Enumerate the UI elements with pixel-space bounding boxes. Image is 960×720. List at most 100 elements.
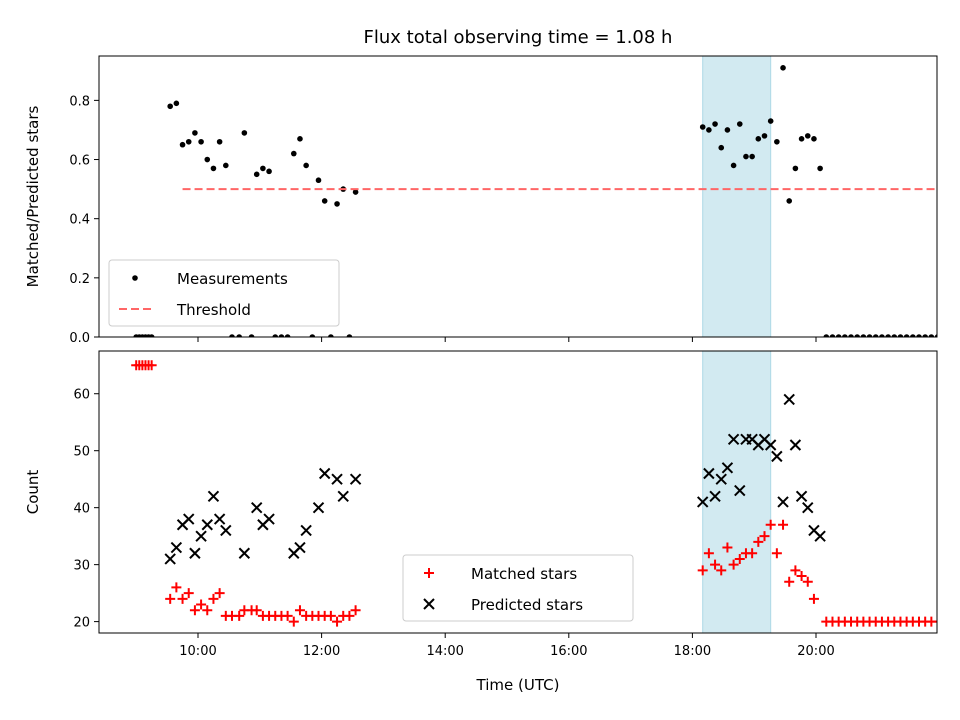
predicted-stars-point (727, 433, 740, 446)
matched-stars-point (288, 616, 299, 627)
predicted-stars-point (294, 541, 306, 554)
matched-stars-point (177, 593, 188, 604)
measurement-point (179, 141, 186, 148)
predicted-stars-point (251, 501, 263, 514)
predicted-stars-point (189, 547, 201, 559)
matched-stars-point (734, 553, 745, 564)
measurement-point (804, 133, 811, 139)
legend-marker (423, 598, 435, 610)
y-tick-label: 40 (73, 502, 90, 517)
measurement-point (767, 118, 774, 124)
measurement-point (743, 153, 749, 160)
matched-stars-point (325, 610, 336, 621)
measurement-point (712, 121, 718, 127)
measurement-point (328, 334, 334, 337)
matched-stars-point (202, 605, 213, 616)
measurement-point (352, 189, 359, 195)
measurement-point (749, 153, 755, 160)
measurement-point (321, 198, 328, 204)
measurement-point (248, 334, 255, 337)
matched-stars-point (716, 565, 727, 576)
matched-stars-point (771, 548, 782, 559)
matched-stars-point (294, 605, 305, 616)
measurement-point (260, 165, 266, 172)
predicted-stars-point (337, 490, 349, 502)
measurement-point (829, 334, 836, 337)
matched-stars-point (790, 565, 801, 576)
matched-stars-point (796, 571, 807, 582)
measurement-point (236, 334, 242, 337)
matched-stars-point (165, 593, 176, 604)
measurement-point (272, 334, 279, 337)
measurement-point (848, 334, 854, 337)
measurement-point (934, 334, 937, 337)
measurement-point (860, 334, 867, 337)
predicted-stars-point (349, 473, 362, 485)
measurement-point (334, 201, 340, 207)
y-tick-label: 30 (73, 559, 90, 574)
measurement-point (204, 156, 211, 163)
predicted-stars-point (300, 524, 312, 537)
predicted-stars-point (734, 484, 746, 497)
measurement-point (198, 138, 204, 145)
measurement-point (786, 198, 793, 204)
measurement-point (928, 334, 935, 337)
measurement-point (167, 103, 173, 110)
matched-stars-point (251, 605, 262, 616)
predicted-stars-point (318, 467, 331, 480)
predicted-stars-point (721, 462, 734, 474)
matched-stars-point (214, 588, 225, 599)
measurement-point (185, 138, 192, 145)
plot-frame (98, 350, 938, 634)
matched-stars-point (765, 519, 776, 530)
legend: Measurements Threshold (108, 259, 340, 327)
predicted-stars-point (195, 530, 207, 542)
y-tick-label: 60 (73, 388, 90, 403)
predicted-stars-point (802, 501, 814, 514)
measurement-point (297, 136, 303, 142)
measurement-point (718, 144, 725, 151)
predicted-stars-point (789, 439, 802, 451)
x-tick-label: 14:00 (426, 644, 463, 659)
measurement-point (724, 127, 731, 133)
measurement-point (842, 334, 848, 337)
legend: Matched stars Predicted stars (402, 554, 634, 622)
predicted-stars-point (795, 490, 808, 502)
matched-stars-point (722, 542, 733, 553)
measurement-point (346, 334, 353, 337)
measurement-point (192, 130, 198, 136)
measurement-point (216, 138, 223, 145)
measurement-point (780, 65, 786, 71)
measurement-point (854, 334, 860, 337)
x-tick-label: 16:00 (550, 644, 587, 659)
y-axis-label: Count (24, 470, 42, 515)
x-tick-label: 10:00 (179, 644, 216, 659)
y-tick-label: 0.4 (69, 213, 90, 228)
measurement-point (835, 334, 842, 337)
measurement-point (811, 136, 817, 142)
predicted-stars-point (207, 490, 220, 502)
predicted-stars-point (213, 513, 226, 525)
y-tick-label: 0.8 (69, 94, 90, 109)
predicted-stars-point (777, 496, 789, 508)
matched-stars-point (146, 360, 157, 371)
predicted-stars-point (263, 513, 275, 525)
matched-stars-point (350, 605, 361, 616)
measurement-point (736, 121, 743, 127)
measurement-point (922, 334, 928, 337)
legend-label: Matched stars (471, 565, 577, 583)
series-matched-stars (131, 360, 937, 627)
predicted-stars-point (312, 501, 325, 514)
measurement-point (229, 334, 235, 337)
measurement-point (755, 136, 762, 142)
plot-frame (98, 55, 938, 338)
measurement-point (290, 150, 297, 157)
predicted-stars-point (170, 541, 183, 554)
measurement-point (916, 334, 922, 337)
ratio-panel: 0.0 0.2 0.4 0.6 0.8 Matched/Predicted stars Me… (24, 55, 938, 346)
measurement-point (792, 165, 799, 172)
measurement-point (910, 334, 916, 337)
y-axis-label: Matched/Predicted stars (24, 106, 42, 288)
measurement-point (897, 334, 904, 337)
shaded-interval (702, 350, 772, 634)
